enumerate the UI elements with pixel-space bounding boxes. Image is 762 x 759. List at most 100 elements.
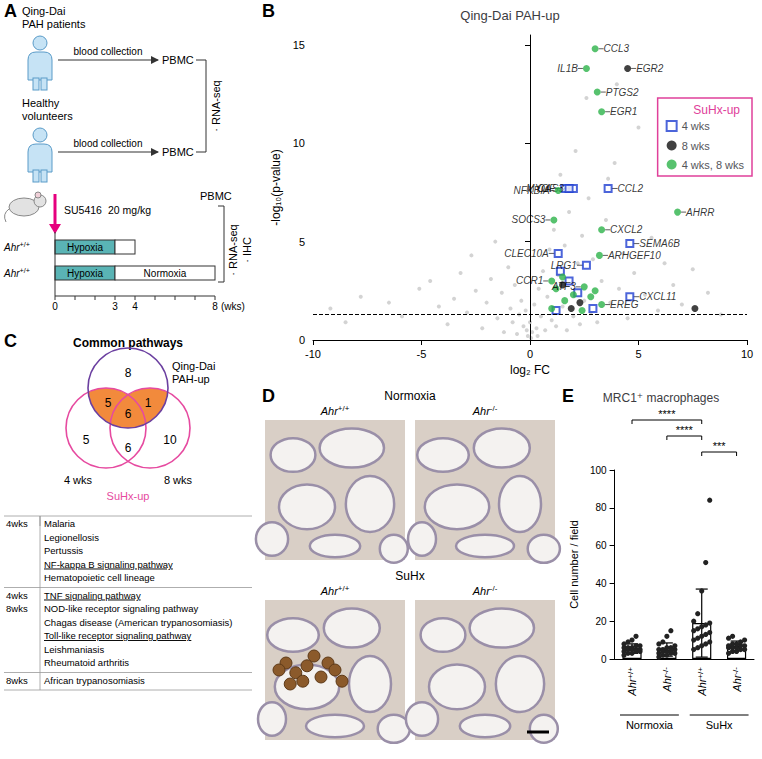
svg-text:5: 5 [299, 236, 305, 248]
svg-text:8 wks: 8 wks [164, 474, 193, 486]
svg-text:+/+: +/+ [696, 667, 705, 679]
svg-text:CLEC10A: CLEC10A [504, 248, 549, 259]
svg-text:****: **** [676, 424, 694, 436]
svg-text:0: 0 [527, 348, 533, 360]
svg-text:SuHx-up: SuHx-up [107, 490, 150, 502]
svg-text:Toll-like receptor signaling p: Toll-like receptor signaling pathway [44, 630, 192, 641]
svg-text:80: 80 [595, 502, 607, 513]
svg-text:Ahr+/+: Ahr+/+ [320, 584, 350, 597]
svg-text:· RNA-seq: · RNA-seq [227, 224, 239, 275]
svg-text:10: 10 [741, 348, 753, 360]
svg-text:10: 10 [163, 433, 177, 447]
svg-text:Cell number / field: Cell number / field [568, 520, 580, 609]
svg-text:0: 0 [601, 654, 607, 665]
svg-text:+/+: +/+ [626, 667, 635, 679]
svg-text:6: 6 [125, 441, 132, 455]
svg-text:(wks): (wks) [221, 301, 245, 312]
svg-text:Ahr+/+: Ahr+/+ [3, 240, 30, 253]
svg-text:CCL3: CCL3 [604, 43, 630, 54]
svg-text:5: 5 [635, 348, 641, 360]
svg-text:8 wks: 8 wks [682, 140, 711, 152]
svg-text:Pertussis: Pertussis [44, 545, 83, 556]
svg-text:-5: -5 [417, 348, 427, 360]
svg-text:4wks: 4wks [6, 590, 28, 601]
svg-text:3: 3 [112, 301, 118, 312]
svg-text:NF-kappa B signaling pathway: NF-kappa B signaling pathway [44, 559, 173, 570]
svg-text:Chagas disease (American trypa: Chagas disease (American trypanosomiasis… [44, 617, 233, 628]
svg-text:EGR1: EGR1 [610, 106, 637, 117]
svg-text:Ahr: Ahr [731, 673, 743, 692]
svg-text:EREG: EREG [610, 299, 639, 310]
svg-text:-/-: -/- [731, 667, 740, 675]
svg-text:PBMC: PBMC [162, 146, 194, 158]
svg-text:6: 6 [125, 407, 132, 421]
svg-text:SuHx: SuHx [706, 719, 733, 731]
svg-text:MRC1⁺ macrophages: MRC1⁺ macrophages [603, 391, 719, 405]
svg-text:8: 8 [212, 301, 218, 312]
svg-text:LRG1: LRG1 [551, 260, 577, 271]
svg-text:Leishmaniasis: Leishmaniasis [44, 644, 104, 655]
svg-text:Ahr: Ahr [661, 673, 673, 692]
svg-text:ATF3: ATF3 [551, 281, 576, 292]
svg-text:4 wks: 4 wks [64, 474, 93, 486]
svg-text:EGR2: EGR2 [636, 63, 664, 74]
svg-text:TNF signaling pathway: TNF signaling pathway [44, 590, 141, 601]
svg-text:****: **** [658, 408, 676, 420]
svg-text:Ahr+/+: Ahr+/+ [3, 266, 30, 279]
svg-text:Ahr: Ahr [626, 677, 638, 696]
svg-text:C: C [4, 331, 17, 351]
svg-text:20: 20 [595, 616, 607, 627]
svg-text:100: 100 [590, 465, 607, 476]
svg-text:SU541620 mg/kg: SU541620 mg/kg [64, 204, 151, 216]
svg-text:CXCL11: CXCL11 [639, 291, 676, 302]
svg-text:PTGS2: PTGS2 [606, 87, 639, 98]
svg-text:Qing-DaiPAH-up: Qing-DaiPAH-up [172, 360, 215, 385]
svg-text:0: 0 [299, 334, 305, 346]
svg-text:IL1B: IL1B [557, 63, 578, 74]
svg-text:PBMC: PBMC [200, 190, 232, 202]
svg-text:· IHC: · IHC [241, 237, 253, 263]
svg-text:Normoxia: Normoxia [384, 389, 436, 403]
svg-text:Hematopoietic cell lineage: Hematopoietic cell lineage [44, 572, 155, 583]
svg-text:0: 0 [52, 301, 58, 312]
svg-text:Normoxia: Normoxia [626, 719, 674, 731]
svg-text:1: 1 [145, 396, 152, 410]
svg-text:Legionellosis: Legionellosis [44, 532, 99, 543]
svg-text:Ahr+/+: Ahr+/+ [320, 404, 350, 417]
svg-text:Qing-Dai: Qing-Dai [22, 5, 65, 17]
svg-text:· RNA-seq: · RNA-seq [210, 80, 222, 131]
svg-text:-10: -10 [305, 348, 321, 360]
svg-text:CCL2: CCL2 [618, 183, 644, 194]
svg-text:CXCL2: CXCL2 [610, 224, 643, 235]
svg-text:Healthy: Healthy [22, 97, 60, 109]
svg-text:NFKBIA: NFKBIA [514, 185, 550, 196]
svg-text:Ahr-/-: Ahr-/- [472, 404, 498, 417]
svg-text:PBMC: PBMC [162, 54, 194, 66]
svg-text:***: *** [713, 440, 727, 452]
svg-text:4: 4 [132, 301, 138, 312]
svg-text:E: E [562, 386, 574, 406]
svg-text:4wks: 4wks [6, 518, 28, 529]
svg-text:Rheumatoid arthritis: Rheumatoid arthritis [44, 657, 129, 668]
svg-text:D: D [262, 386, 275, 406]
svg-text:SuHx: SuHx [395, 569, 424, 583]
svg-text:A: A [4, 1, 17, 21]
svg-text:PAH patients: PAH patients [22, 18, 86, 30]
svg-text:8: 8 [125, 366, 132, 380]
svg-text:-log₁₀(p-value): -log₁₀(p-value) [269, 149, 283, 225]
svg-text:AHRR: AHRR [685, 207, 714, 218]
svg-text:volunteers: volunteers [22, 110, 73, 122]
svg-text:4 wks: 4 wks [682, 120, 711, 132]
svg-text:Hypoxia: Hypoxia [67, 268, 104, 279]
svg-text:8wks: 8wks [6, 603, 28, 614]
svg-text:-/-: -/- [661, 667, 670, 675]
svg-text:Malaria: Malaria [44, 518, 76, 529]
svg-text:SOCS3: SOCS3 [511, 214, 545, 225]
svg-text:Qing-Dai PAH-up: Qing-Dai PAH-up [460, 8, 559, 23]
svg-text:15: 15 [293, 39, 305, 51]
svg-text:8wks: 8wks [6, 675, 28, 686]
svg-text:B: B [262, 1, 275, 21]
svg-text:4 wks, 8 wks: 4 wks, 8 wks [682, 159, 745, 171]
svg-text:African trypanosomiasis: African trypanosomiasis [44, 675, 145, 686]
svg-text:blood collection: blood collection [74, 138, 143, 149]
